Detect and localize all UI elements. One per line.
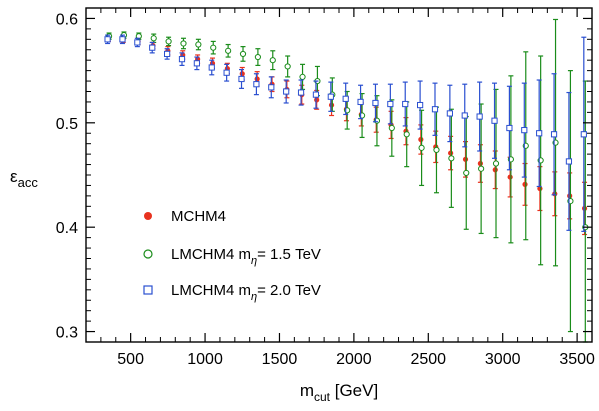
data-point <box>193 60 200 67</box>
data-point <box>417 101 424 109</box>
legend-label-lmchm4-1p5: LMCHM4 mη= 1.5 TeV <box>171 246 321 267</box>
data-point <box>178 56 186 63</box>
plot-area <box>104 18 589 343</box>
data-point <box>208 64 215 71</box>
x-axis-title: mcut [GeV] <box>300 381 378 404</box>
data-point <box>550 131 558 138</box>
data-point <box>477 160 483 167</box>
data-point <box>446 110 453 117</box>
data-point <box>342 95 349 102</box>
data-point <box>418 144 425 151</box>
data-point <box>403 131 410 138</box>
data-point <box>210 44 217 51</box>
data-point <box>119 36 126 43</box>
data-point <box>552 191 558 197</box>
data-point <box>463 169 470 177</box>
y-tick-label: 0.6 <box>56 11 78 28</box>
data-point <box>431 106 439 113</box>
data-point <box>536 130 543 137</box>
data-point <box>150 35 157 42</box>
data-point <box>268 84 275 91</box>
y-tick-label: 0.5 <box>56 116 78 133</box>
data-point <box>195 41 202 48</box>
data-point <box>104 36 111 43</box>
y-tick-label: 0.3 <box>56 325 78 342</box>
data-point <box>387 100 394 108</box>
legend-marker-lmchm4-1p5 <box>143 249 153 259</box>
data-point <box>149 44 156 51</box>
axis-ticks: 500 1000 1500 2000 2500 3000 3500 0.3 0.4 0.5 0.6 <box>56 7 595 368</box>
legend-label-lmchm4-2p0: LMCHM4 mη= 2.0 TeV <box>171 282 321 303</box>
data-point <box>462 156 469 162</box>
data-point <box>388 124 395 132</box>
data-point <box>283 88 290 95</box>
data-point <box>448 150 454 156</box>
series-lmchm4-2p0 <box>104 34 587 232</box>
data-point <box>254 76 260 82</box>
data-point <box>269 57 276 64</box>
data-point <box>492 167 498 173</box>
x-tick-label: 2500 <box>410 351 446 368</box>
x-tick-label: 3500 <box>559 351 595 368</box>
data-point <box>506 124 513 132</box>
data-point <box>476 113 483 120</box>
data-point <box>478 165 485 172</box>
data-point <box>165 38 172 45</box>
data-point <box>448 155 455 162</box>
data-point <box>253 81 260 88</box>
legend-label-mchm4: MCHM4 <box>171 208 226 225</box>
data-point <box>418 136 424 143</box>
data-point <box>521 127 528 134</box>
x-tick-label: 500 <box>117 351 144 368</box>
data-point <box>492 160 500 167</box>
x-tick-label: 1000 <box>187 351 223 368</box>
data-point <box>254 53 261 61</box>
x-tick-label: 3000 <box>485 351 521 368</box>
y-axis-title: εacc <box>10 167 38 190</box>
data-point <box>180 40 187 47</box>
data-point <box>461 112 468 119</box>
data-point <box>238 75 245 83</box>
data-point <box>522 181 528 187</box>
legend: MCHM4 LMCHM4 mη= 1.5 TeV LMCHM4 mη= 2.0 … <box>143 208 321 303</box>
legend-marker-mchm4 <box>144 212 152 220</box>
data-point <box>299 73 306 80</box>
data-point <box>491 117 498 124</box>
data-point <box>297 89 305 96</box>
data-point <box>581 205 588 211</box>
data-point <box>239 71 245 77</box>
data-point <box>284 63 291 70</box>
data-point <box>433 146 440 154</box>
x-tick-label: 2000 <box>336 351 372 368</box>
data-point <box>328 102 335 108</box>
data-point <box>567 193 573 199</box>
data-point <box>164 50 171 58</box>
data-point <box>565 158 573 165</box>
data-point <box>357 98 364 106</box>
data-point <box>372 99 379 107</box>
data-point <box>225 47 232 54</box>
data-point <box>239 50 247 58</box>
x-tick-label: 1500 <box>262 351 298 368</box>
data-point <box>402 100 409 108</box>
data-point <box>134 39 141 46</box>
y-tick-label: 0.4 <box>56 220 78 237</box>
data-point <box>314 97 320 103</box>
data-point <box>580 131 587 138</box>
data-point <box>223 69 230 76</box>
data-point <box>312 91 320 98</box>
data-point <box>327 93 334 100</box>
data-point <box>507 174 513 180</box>
legend-marker-lmchm4-2p0 <box>143 285 153 295</box>
